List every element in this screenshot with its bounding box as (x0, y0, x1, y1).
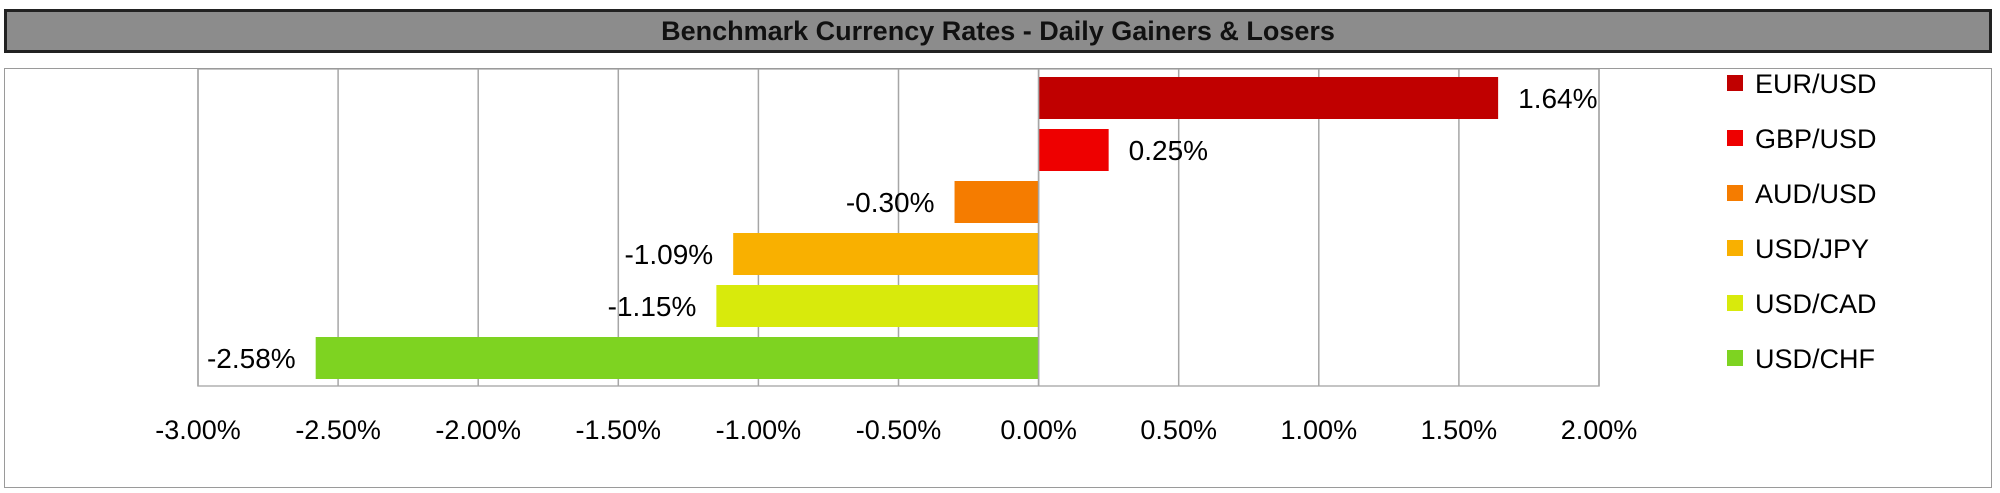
x-tick-label: 1.00% (1281, 415, 1358, 445)
bar-chart: -3.00% -2.50% -2.00% -1.50% -1.00% -0.50% 0.00… (155, 69, 1877, 445)
legend-label: EUR/USD (1755, 69, 1877, 99)
x-tick-label: -0.50% (856, 415, 942, 445)
x-tick-label: 0.50% (1140, 415, 1217, 445)
x-tick-label: -2.00% (435, 415, 521, 445)
bar (733, 233, 1039, 275)
chart-title-bar: Benchmark Currency Rates - Daily Gainers… (4, 9, 1992, 53)
x-tick-label: 0.00% (1000, 415, 1077, 445)
legend-label: USD/CHF (1755, 344, 1875, 374)
legend-swatch (1727, 185, 1743, 201)
chart-area: -3.00% -2.50% -2.00% -1.50% -1.00% -0.50% 0.00… (4, 68, 1992, 488)
x-tick-label: -1.50% (576, 415, 662, 445)
data-label: -2.58% (207, 343, 296, 374)
x-tick-label: -1.00% (716, 415, 802, 445)
legend-label: AUD/USD (1755, 179, 1877, 209)
legend-swatch (1727, 240, 1743, 256)
legend-label: USD/JPY (1755, 234, 1869, 264)
legend-swatch (1727, 295, 1743, 311)
legend-swatch (1727, 350, 1743, 366)
legend-label: USD/CAD (1755, 289, 1877, 319)
bar (954, 181, 1039, 223)
x-tick-label: 2.00% (1561, 415, 1638, 445)
chart-title: Benchmark Currency Rates - Daily Gainers… (661, 15, 1335, 46)
legend-swatch (1727, 75, 1743, 91)
x-tick-label: 1.50% (1421, 415, 1498, 445)
data-label: 1.64% (1518, 83, 1597, 114)
data-label: -1.15% (608, 291, 697, 322)
bar (716, 285, 1039, 327)
x-tick-label: -3.00% (155, 415, 241, 445)
data-label: 0.25% (1129, 135, 1208, 166)
bar (1038, 129, 1109, 171)
bar (315, 337, 1039, 379)
legend-swatch (1727, 130, 1743, 146)
bar (1038, 77, 1499, 119)
x-tick-label: -2.50% (295, 415, 381, 445)
legend-label: GBP/USD (1755, 124, 1877, 154)
data-label: -0.30% (846, 187, 935, 218)
data-label: -1.09% (624, 239, 713, 270)
